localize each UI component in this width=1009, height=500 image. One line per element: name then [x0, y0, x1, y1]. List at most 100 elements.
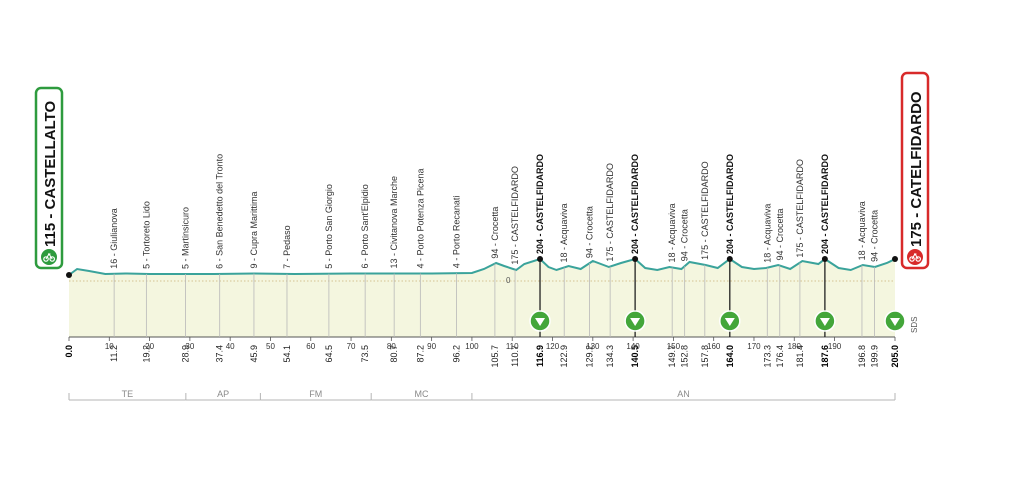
- waypoint-label: 5 - Tortoreto Lido: [141, 201, 151, 269]
- waypoint: 94 - Crocetta 176.4: [775, 209, 785, 368]
- axis-tick-label: 130: [586, 342, 600, 351]
- waypoint: 5 - Porto San Giorgio 64.5: [324, 184, 334, 362]
- waypoint-km: 116.9: [535, 345, 545, 367]
- waypoint: 204 - CASTELFIDARDO 187.6: [814, 154, 836, 368]
- region-ap: AP: [185, 389, 261, 401]
- waypoint-km: 199.9: [869, 345, 879, 368]
- waypoint-km: 140.5: [630, 345, 640, 368]
- axis-tick-label: 60: [306, 342, 315, 351]
- region-an: AN: [471, 389, 896, 401]
- waypoint-label: 204 - CASTELFIDARDO: [725, 154, 735, 254]
- finish-label: 175 - CATELFIDARDO: [908, 91, 925, 247]
- waypoint-km: 187.6: [820, 345, 830, 368]
- waypoint-km: 122.9: [559, 345, 569, 368]
- waypoint-km: 73.5: [360, 345, 370, 363]
- axis-tick-label: 90: [427, 342, 436, 351]
- waypoint-km: 152.8: [680, 345, 690, 368]
- axis-tick-label: 10: [105, 342, 114, 351]
- waypoint: 6 - Porto Sant'Elpidio 73.5: [360, 184, 370, 362]
- axis-tick-label: 0.0: [64, 345, 74, 358]
- waypoint-km: 45.9: [249, 345, 259, 363]
- axis-tick-label: 30: [185, 342, 194, 351]
- waypoint-label: 4 - Porto Potenza Picena: [415, 168, 425, 268]
- axis-tick-label: 170: [747, 342, 761, 351]
- waypoint-label: 94 - Crocetta: [490, 207, 500, 259]
- waypoint-km: 80.7: [389, 345, 399, 363]
- waypoint-km: 149.7: [667, 345, 677, 368]
- sprint-marker-icon: [719, 310, 741, 332]
- waypoint: 175 - CASTELFIDARDO 181.4: [795, 159, 805, 367]
- waypoint-km: 11.2: [109, 345, 119, 362]
- start-label: 115 - CASTELLALTO: [42, 101, 59, 247]
- region-label: AP: [217, 389, 229, 399]
- axis-tick-label: 160: [707, 342, 721, 351]
- waypoint-km: 64.5: [324, 345, 334, 363]
- waypoint-label: 7 - Pedaso: [282, 225, 292, 269]
- profile-plot: [66, 256, 898, 338]
- waypoint: 6 - San Benedetto del Tronto 37.4: [215, 154, 225, 363]
- waypoint-label: 94 - Crocetta: [775, 209, 785, 261]
- sprint-point: [632, 256, 639, 262]
- waypoint-label: 5 - Porto San Giorgio: [324, 184, 334, 269]
- waypoint-km: 129.2: [585, 345, 595, 368]
- profile-area: [69, 259, 895, 337]
- waypoint-km: 134.3: [605, 345, 615, 368]
- waypoint: 94 - Crocetta 199.9: [869, 210, 879, 368]
- waypoint-km: 110.7: [510, 345, 520, 367]
- waypoint-km: 96.2: [452, 345, 462, 363]
- region-fm: FM: [259, 389, 372, 401]
- start-badge: [34, 86, 64, 270]
- waypoint-label: 5 - Martinsicuro: [180, 207, 190, 269]
- waypoint: 5 - Tortoreto Lido 19.2: [141, 201, 151, 362]
- waypoint: 204 - CASTELFIDARDO 140.5: [624, 154, 646, 368]
- waypoint: 94 - Crocetta 152.8: [680, 209, 690, 367]
- finish-flag-icon: [41, 249, 57, 265]
- axis-tick-label: 100: [465, 342, 479, 351]
- waypoint-label: 175 - CASTELFIDARDO: [510, 166, 520, 265]
- region-label: FM: [309, 389, 322, 399]
- waypoint-km: 54.1: [282, 345, 292, 363]
- sprint-marker-icon: [814, 310, 836, 332]
- finish-marker: 175 - CATELFIDARDO: [900, 71, 930, 270]
- waypoint-label: 18 - Acquaviva: [857, 201, 867, 260]
- axis-tick-label: 40: [226, 342, 235, 351]
- waypoint: 18 - Acquaviva 122.9: [559, 203, 569, 367]
- axis-tick-label: 205.0: [890, 345, 900, 368]
- zero-elevation-label: 0: [506, 276, 511, 285]
- waypoint-km: 164.0: [725, 345, 735, 368]
- sprint-point: [821, 256, 828, 262]
- waypoint-label: 94 - Crocetta: [869, 210, 879, 262]
- waypoint-km: 173.3: [762, 345, 772, 368]
- axis-tick-label: 140: [626, 342, 640, 351]
- waypoint-km: 176.4: [775, 345, 785, 368]
- waypoint-label: 6 - Porto Sant'Elpidio: [360, 184, 370, 268]
- axis-tick-label: 20: [145, 342, 154, 351]
- region-mc: MC: [370, 389, 472, 401]
- waypoint: 94 - Crocetta 129.2: [585, 206, 595, 367]
- waypoint-label: 18 - Acquaviva: [559, 203, 569, 262]
- waypoint: 9 - Cupra Marittima 45.9: [249, 191, 259, 362]
- profile-line: [68, 257, 896, 276]
- sprint-marker-icon: [529, 310, 551, 332]
- waypoint-label: 204 - CASTELFIDARDO: [820, 154, 830, 254]
- sprint-point: [726, 256, 733, 262]
- waypoint-label: 175 - CASTELFIDARDO: [795, 159, 805, 258]
- region-label: AN: [677, 389, 690, 399]
- axis-tick-label: 80: [387, 342, 396, 351]
- axis-tick-label: 120: [546, 342, 560, 351]
- finish-sprint-marker-icon: [884, 310, 906, 332]
- waypoint: 175 - CASTELFIDARDO 157.8: [700, 161, 710, 367]
- waypoint-label: 94 - Crocetta: [680, 209, 690, 261]
- waypoint-label: 4 - Porto Recanati: [452, 196, 462, 269]
- waypoint-label: 175 - CASTELFIDARDO: [700, 161, 710, 260]
- waypoint: 16 - Giulianova 11.2: [109, 208, 119, 362]
- start-marker: 115 - CASTELLALTO: [34, 86, 64, 270]
- waypoint-label: 204 - CASTELFIDARDO: [535, 154, 545, 254]
- sds-label: SDS: [910, 317, 919, 333]
- axis-tick-label: 50: [266, 342, 275, 351]
- waypoint-label: 94 - Crocetta: [585, 206, 595, 258]
- waypoint-label: 18 - Acquaviva: [667, 203, 677, 262]
- regions: TE AP FM MC AN: [68, 389, 896, 401]
- waypoint: 18 - Acquaviva 149.7: [667, 203, 677, 367]
